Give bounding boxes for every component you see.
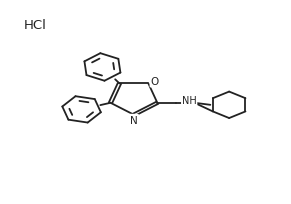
- Text: HCl: HCl: [24, 19, 47, 31]
- Text: NH: NH: [182, 96, 196, 106]
- Text: O: O: [151, 77, 159, 87]
- Text: N: N: [130, 115, 138, 125]
